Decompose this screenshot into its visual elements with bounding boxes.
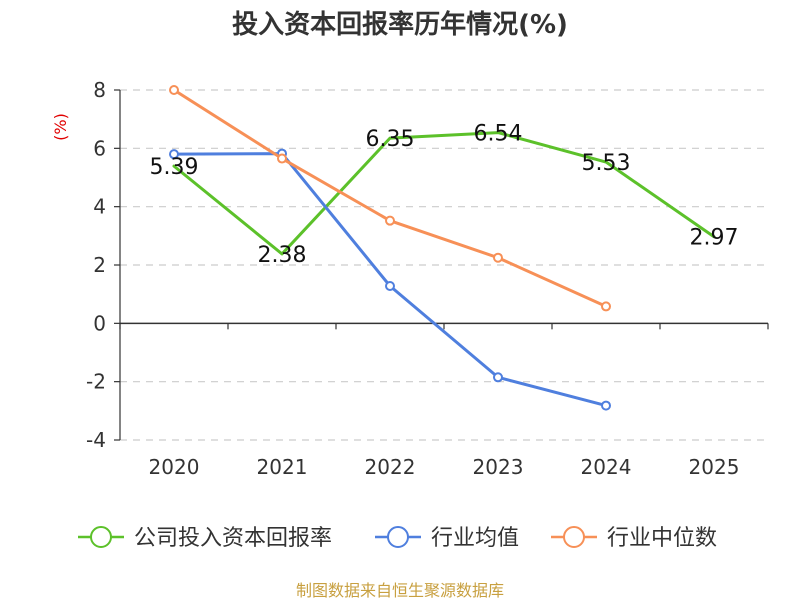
data-labels: 5.39 2.38 6.35 6.54 5.53 2.97 — [150, 122, 739, 268]
series — [169, 85, 716, 411]
data-point — [601, 400, 611, 411]
y-tick-label: -2 — [86, 370, 106, 394]
data-point — [493, 372, 503, 383]
y-tick-label: 4 — [93, 195, 106, 219]
data-label: 5.53 — [582, 151, 631, 176]
y-tick-label: 2 — [93, 253, 106, 277]
x-tick-label: 2020 — [149, 455, 200, 479]
data-point — [169, 149, 179, 160]
x-tick-label: 2024 — [581, 455, 632, 479]
legend-label: 公司投入资本回报率 — [134, 526, 332, 551]
data-label: 2.97 — [690, 226, 739, 251]
legend: 公司投入资本回报率 行业均值 行业中位数 — [78, 526, 717, 551]
data-point — [601, 301, 611, 312]
series-line — [172, 152, 608, 408]
x-tick-label: 2021 — [257, 455, 308, 479]
legend-label: 行业均值 — [431, 526, 519, 551]
series-line — [172, 88, 608, 308]
y-tick-label: 8 — [93, 78, 106, 102]
x-tick-label: 2022 — [365, 455, 416, 479]
data-label: 6.54 — [474, 122, 523, 147]
data-point — [385, 215, 395, 226]
data-point — [277, 153, 287, 164]
y-tick-label: -4 — [86, 428, 106, 452]
data-point — [493, 252, 503, 263]
y-tick-label: 6 — [93, 136, 106, 160]
data-point — [385, 281, 395, 291]
axes: -4 -2 0 2 4 6 8 2020 2021 2022 2023 2024 2025 — [86, 78, 769, 479]
source-note: 制图数据来自恒生聚源数据库 — [296, 581, 504, 600]
x-tick-label: 2025 — [689, 455, 740, 479]
data-label: 5.39 — [150, 155, 199, 180]
legend-marker — [563, 526, 585, 548]
y-axis-label: (%) — [51, 113, 70, 141]
y-tick-label: 0 — [93, 311, 106, 335]
data-label: 2.38 — [258, 243, 307, 268]
data-point — [169, 85, 179, 95]
legend-marker — [90, 526, 112, 548]
grid — [120, 89, 768, 441]
legend-label: 行业中位数 — [607, 526, 717, 551]
chart-title: 投入资本回报率历年情况(%) — [232, 9, 568, 40]
data-label: 6.35 — [366, 127, 415, 152]
x-tick-label: 2023 — [473, 455, 524, 479]
series-line — [172, 131, 716, 256]
legend-marker — [387, 526, 409, 548]
